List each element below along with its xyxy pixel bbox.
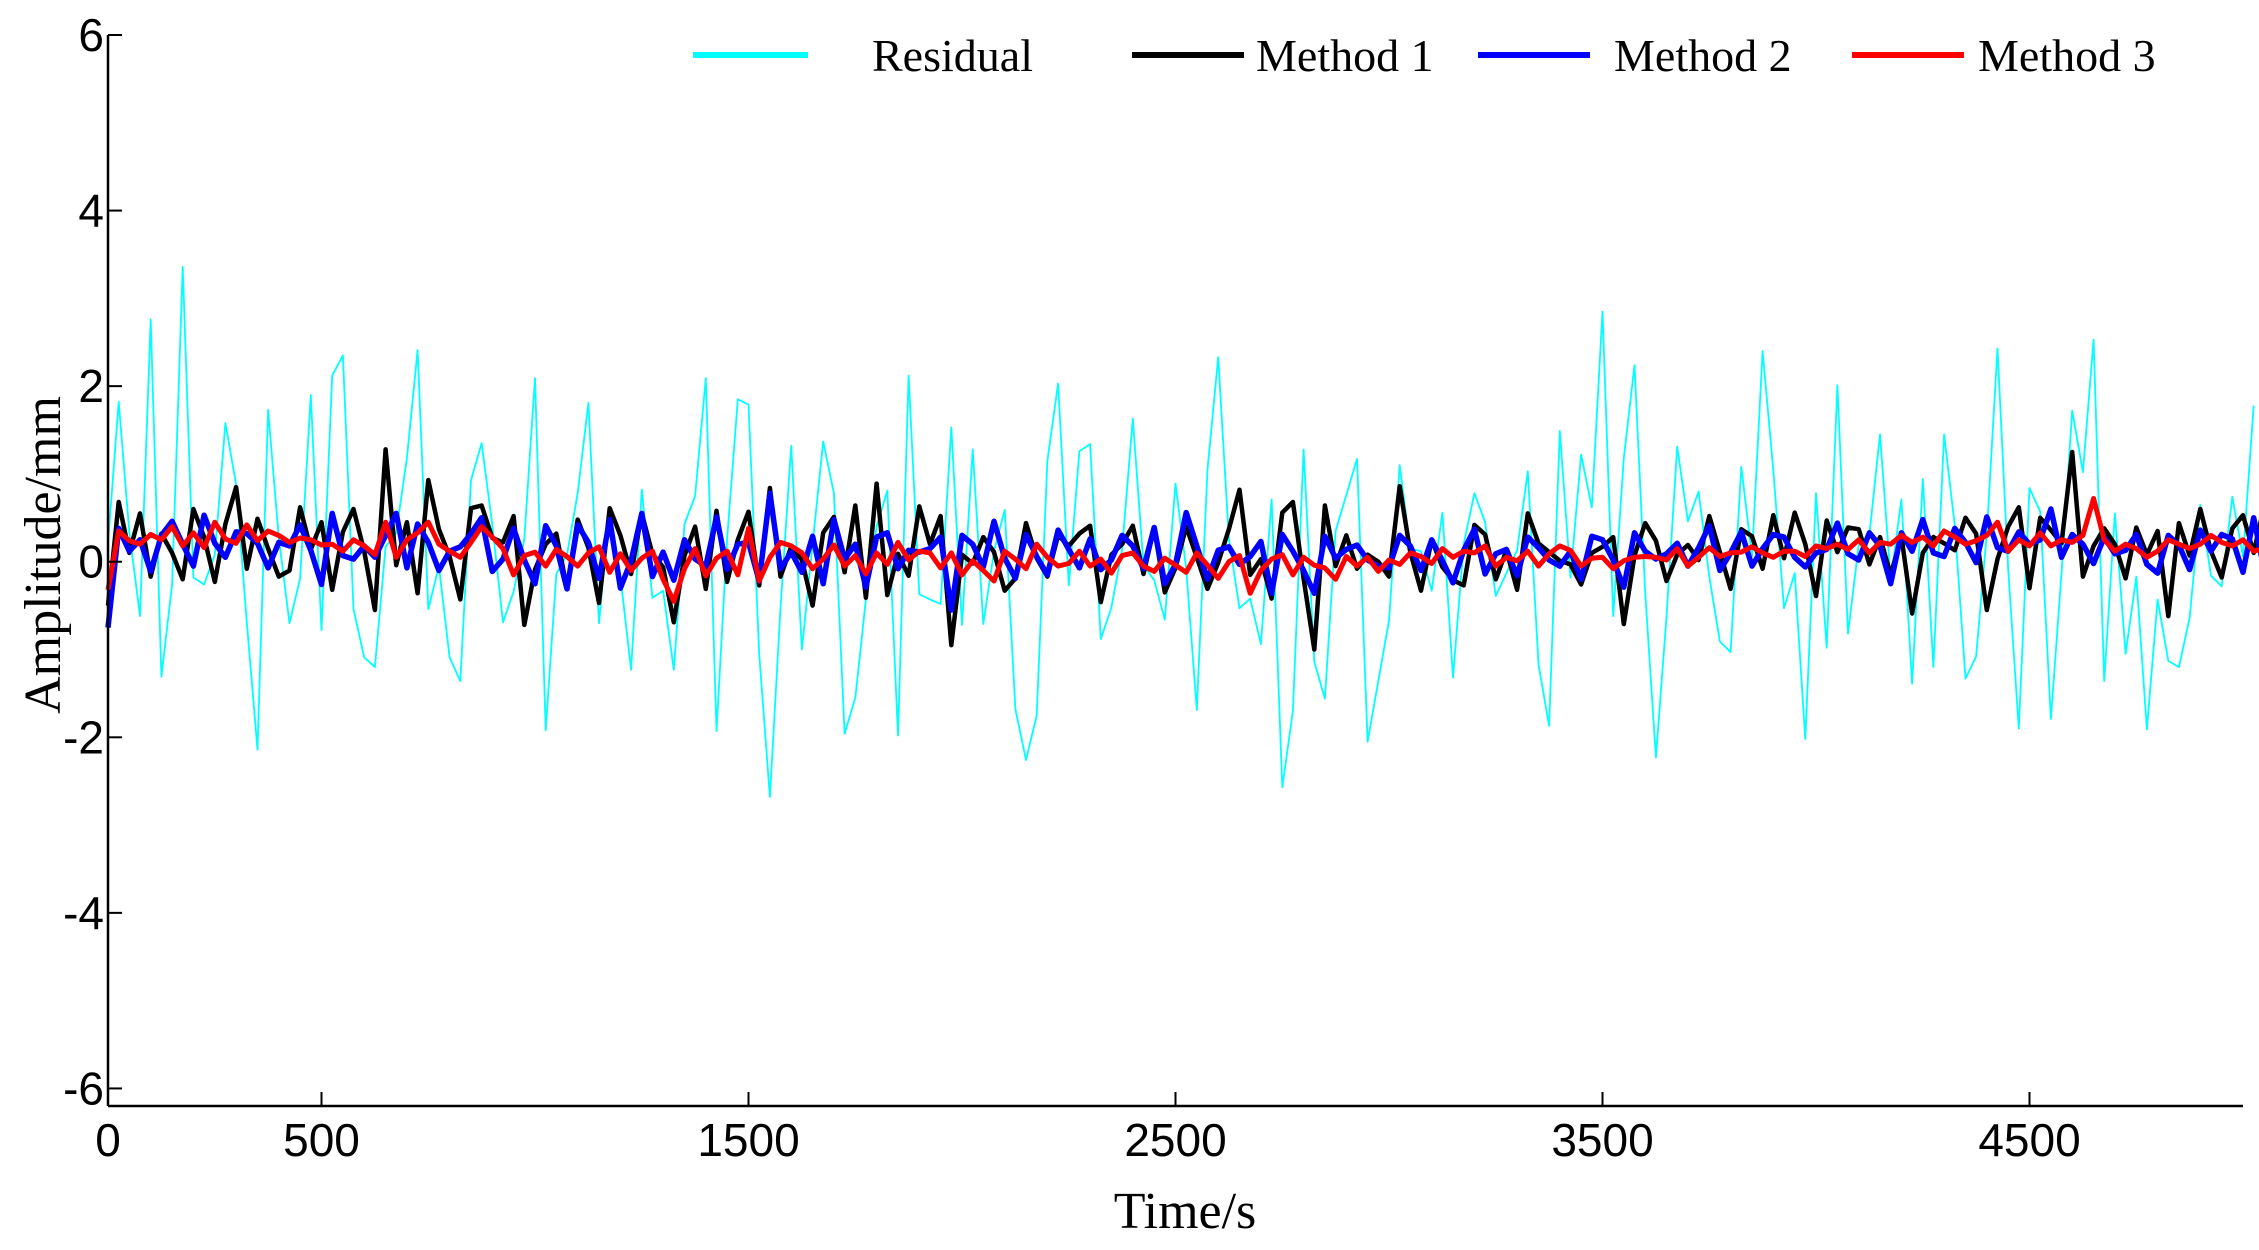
y-tick-label: -2 <box>63 711 104 763</box>
legend-label-method-3: Method 3 <box>1978 30 2156 81</box>
x-tick-label: 3500 <box>1551 1114 1653 1166</box>
x-axis-ticks: 0 500 1500 2500 3500 4500 <box>95 1092 2081 1166</box>
series-line-method-1 <box>105 447 2259 652</box>
y-tick-label: 4 <box>78 185 104 237</box>
legend: Residual Method 1 Method 2 Method 3 <box>693 30 2156 81</box>
x-tick-label: 4500 <box>1978 1114 2080 1166</box>
y-tick-label: 6 <box>78 9 104 61</box>
series-line-method-3 <box>105 496 2259 604</box>
y-axis-label: Amplitude/mm <box>15 396 72 714</box>
legend-label-residual: Residual <box>872 30 1033 81</box>
plot-series-group <box>105 265 2259 798</box>
x-tick-label: 0 <box>95 1114 121 1166</box>
y-axis-ticks: 6 4 2 0 -2 -4 -6 <box>63 9 122 1114</box>
legend-label-method-2: Method 2 <box>1614 30 1792 81</box>
y-tick-label: 0 <box>78 536 104 588</box>
legend-label-method-1: Method 1 <box>1256 30 1434 81</box>
x-tick-label: 1500 <box>697 1114 799 1166</box>
x-axis-label: Time/s <box>1114 1183 1257 1240</box>
y-tick-label: 2 <box>78 360 104 412</box>
x-tick-label: 500 <box>283 1114 360 1166</box>
x-tick-label: 2500 <box>1124 1114 1226 1166</box>
y-tick-label: -6 <box>63 1062 104 1114</box>
y-tick-label: -4 <box>63 887 104 939</box>
